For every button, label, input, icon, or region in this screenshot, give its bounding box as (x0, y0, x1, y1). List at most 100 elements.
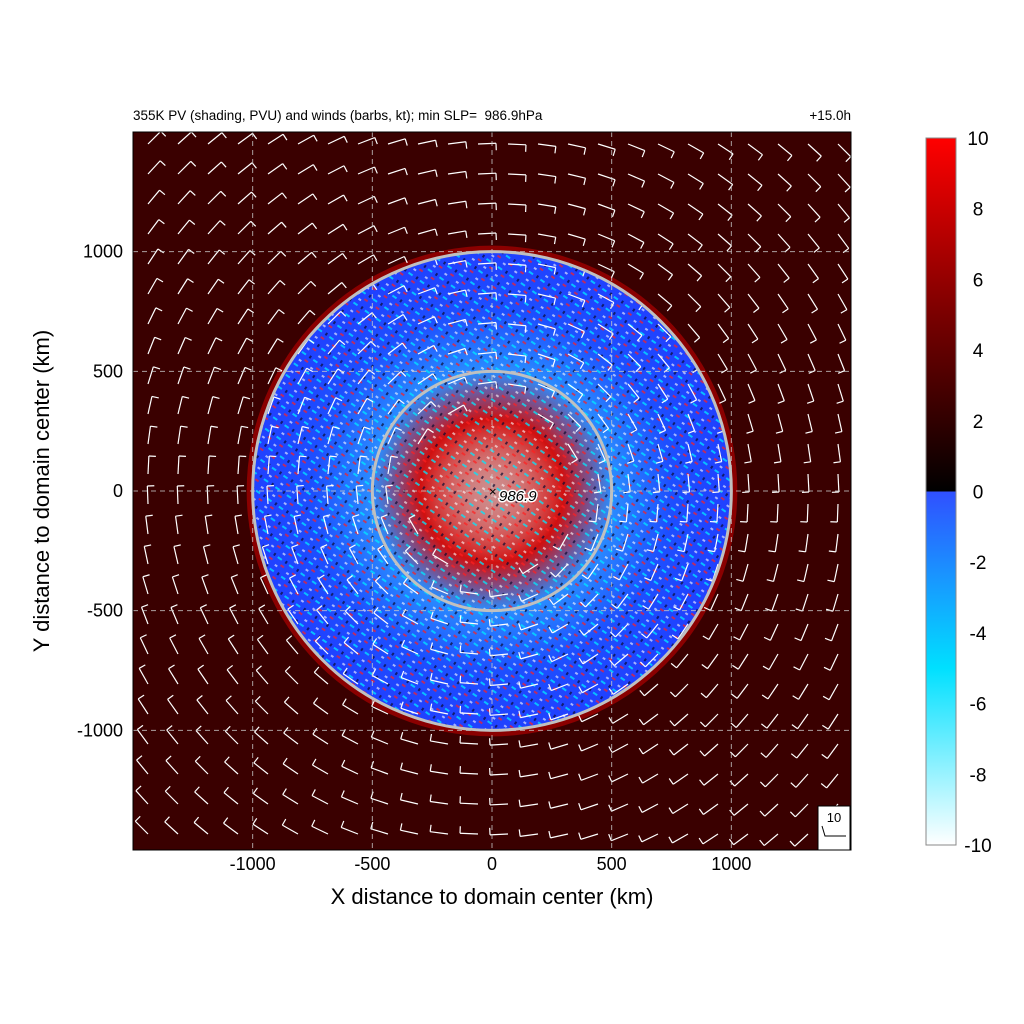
wind-barb-flag (721, 368, 728, 374)
wind-barb (259, 577, 269, 595)
wind-barb (739, 623, 749, 641)
wind-barb-flag (728, 838, 735, 846)
wind-barb-flag (839, 339, 847, 344)
wind-barb (799, 653, 809, 671)
wind-barb (657, 233, 674, 245)
wind-barb (351, 516, 359, 535)
wind-barb-flag (658, 429, 666, 434)
wind-barb (430, 740, 449, 745)
wind-barb (267, 250, 282, 265)
wind-barb-flag (790, 753, 798, 759)
wind-barb (387, 167, 406, 175)
wind-barb (417, 401, 432, 415)
wind-barb-flag (264, 514, 272, 517)
wind-barb-flag (729, 809, 735, 816)
wind-barb (314, 640, 329, 655)
wind-barb (254, 700, 269, 715)
wind-barb (837, 173, 851, 188)
wind-barb (224, 761, 239, 775)
wind-barb (507, 173, 527, 176)
wind-barb-flag (273, 396, 281, 400)
wind-barb-flag (608, 804, 613, 812)
wind-barb (597, 443, 606, 461)
wind-barb (342, 673, 359, 685)
wind-barb-flag (349, 544, 356, 549)
wind-barb (837, 263, 849, 280)
wind-barb (168, 668, 179, 685)
wind-barb (327, 135, 345, 145)
wind-barb (837, 353, 846, 371)
wind-barb (537, 203, 556, 208)
wind-barb (582, 653, 599, 665)
wind-barb-flag (548, 712, 552, 721)
wind-barb-flag (464, 376, 468, 384)
wind-barb-flag (843, 217, 850, 223)
wind-barb-flag (814, 216, 821, 223)
wind-barb-flag (837, 370, 845, 374)
wind-barb-flag (326, 484, 334, 487)
wind-barb-flag (320, 544, 328, 549)
wind-barb-flag (518, 594, 523, 602)
wind-barb (747, 413, 754, 432)
wind-barb (477, 262, 497, 265)
wind-barb-flag (311, 758, 317, 766)
wind-barb-flag (342, 253, 348, 260)
wind-barb-flag (608, 746, 613, 753)
wind-barb-flag (182, 395, 190, 399)
wind-barb-flag (661, 398, 669, 404)
wind-barb (237, 367, 246, 385)
wind-barb-flag (729, 751, 736, 758)
wind-barb (297, 280, 312, 295)
wind-barb (611, 743, 629, 754)
x-tick-label: -500 (354, 854, 390, 874)
wind-barb (747, 293, 760, 309)
wind-barb-flag (578, 832, 582, 840)
wind-barb (327, 339, 341, 355)
wind-barb (207, 366, 215, 385)
wind-barb-flag (312, 164, 318, 171)
y-tick-label: 1000 (83, 242, 123, 262)
wind-barb (417, 287, 436, 295)
wind-barb-flag (372, 283, 378, 291)
wind-barb (583, 623, 599, 636)
wind-barb (580, 803, 599, 811)
wind-barb-flag (243, 396, 251, 400)
wind-barb (777, 353, 787, 371)
wind-barb (767, 683, 779, 700)
wind-barb (567, 203, 586, 210)
wind-barb (625, 503, 629, 522)
wind-barb (142, 576, 149, 595)
wind-barb-flag (282, 133, 288, 141)
wind-barb (177, 160, 192, 175)
wind-barb-flag (402, 314, 408, 321)
wind-barb-flag (730, 722, 737, 729)
wind-barb (387, 371, 402, 385)
wind-barb (387, 197, 406, 205)
colorbar-tick-label: -2 (970, 553, 987, 574)
wind-barb-flag (282, 757, 288, 765)
wind-barb (177, 249, 190, 265)
wind-barb (795, 773, 809, 788)
wind-barb (717, 203, 733, 216)
wind-barb (747, 353, 758, 371)
wind-barb (135, 790, 149, 805)
wind-barb-flag (459, 584, 462, 592)
wind-barb (136, 729, 149, 745)
wind-barb (807, 203, 821, 218)
wind-barb (403, 583, 419, 595)
wind-barb-flag (524, 356, 527, 364)
wind-barb (147, 189, 160, 205)
wind-barb-flag (252, 817, 258, 825)
wind-barb-flag (762, 665, 770, 671)
wind-barb (147, 337, 156, 355)
wind-barb (597, 383, 612, 398)
wind-barb (267, 221, 282, 235)
wind-barb (447, 376, 465, 385)
wind-barb (657, 353, 670, 369)
wind-barb (264, 516, 269, 535)
wind-barb-flag (374, 575, 381, 582)
wind-barb (327, 252, 343, 265)
wind-barb-flag (374, 166, 378, 174)
chart-title: 355K PV (shading, PVU) and winds (barbs,… (133, 108, 543, 123)
wind-barb (297, 164, 314, 175)
